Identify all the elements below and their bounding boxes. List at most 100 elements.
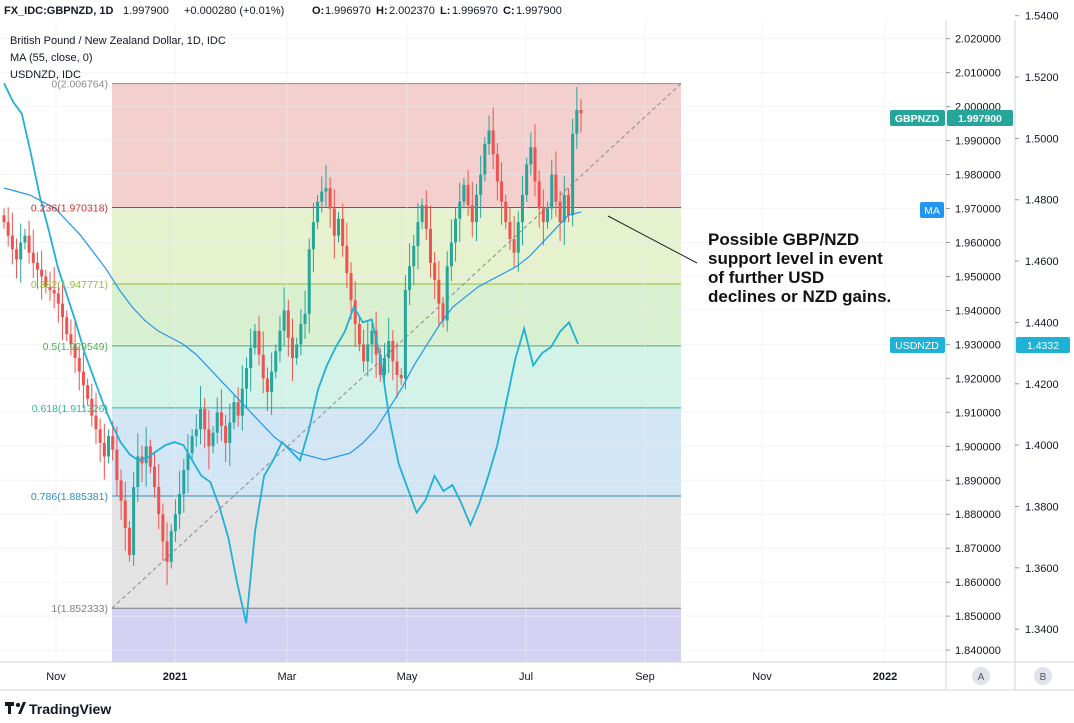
- annotation-text[interactable]: Possible GBP/NZD support level in event …: [708, 230, 891, 306]
- candle-body[interactable]: [487, 130, 491, 144]
- candle-body[interactable]: [123, 500, 127, 528]
- candle-body[interactable]: [416, 222, 420, 246]
- candle-body[interactable]: [345, 245, 349, 274]
- candle-body[interactable]: [558, 201, 562, 223]
- candle-body[interactable]: [466, 184, 470, 206]
- candle-body[interactable]: [56, 293, 60, 304]
- candle-body[interactable]: [190, 436, 194, 454]
- tradingview-logo[interactable]: TradingView: [5, 701, 111, 717]
- candle-body[interactable]: [107, 436, 111, 457]
- candle-body[interactable]: [119, 480, 123, 501]
- candle-body[interactable]: [236, 402, 240, 416]
- candle-body[interactable]: [203, 408, 207, 430]
- legend-overlay[interactable]: USDNZD, IDC: [10, 69, 81, 81]
- candle-body[interactable]: [19, 242, 23, 260]
- candle-body[interactable]: [261, 354, 265, 379]
- fib-trendline[interactable]: [111, 83, 682, 609]
- legend-ma[interactable]: MA (55, close, 0): [10, 52, 93, 64]
- candle-body[interactable]: [6, 222, 10, 236]
- candle-body[interactable]: [182, 470, 186, 494]
- candle-body[interactable]: [458, 201, 462, 219]
- candle-body[interactable]: [270, 371, 274, 392]
- candle-body[interactable]: [186, 453, 190, 471]
- candle-body[interactable]: [328, 188, 332, 209]
- candle-body[interactable]: [399, 374, 403, 379]
- candle-body[interactable]: [295, 344, 299, 358]
- candle-body[interactable]: [320, 191, 324, 202]
- ma-line[interactable]: [3, 187, 582, 461]
- candle-body[interactable]: [474, 194, 478, 223]
- candle-body[interactable]: [86, 385, 90, 399]
- candle-body[interactable]: [52, 290, 56, 294]
- candle-body[interactable]: [40, 269, 44, 277]
- candle-body[interactable]: [550, 174, 554, 209]
- candle-body[interactable]: [291, 337, 294, 358]
- candle-body[interactable]: [357, 324, 361, 345]
- candle-body[interactable]: [332, 208, 336, 236]
- candle-body[interactable]: [512, 239, 516, 253]
- candle-body[interactable]: [240, 388, 244, 416]
- candle-body[interactable]: [278, 330, 282, 352]
- candle-body[interactable]: [454, 218, 458, 243]
- candle-body[interactable]: [428, 228, 432, 263]
- candle-body[interactable]: [207, 429, 211, 447]
- candle-body[interactable]: [286, 310, 290, 338]
- candle-body[interactable]: [533, 147, 537, 182]
- candle-body[interactable]: [412, 245, 416, 267]
- candle-body[interactable]: [516, 222, 520, 253]
- candle-body[interactable]: [249, 347, 253, 369]
- legend-main-series[interactable]: British Pound / New Zealand Dollar, 1D, …: [10, 35, 226, 47]
- candle-body[interactable]: [566, 194, 570, 216]
- candle-body[interactable]: [61, 303, 65, 318]
- candle-body[interactable]: [228, 422, 232, 443]
- candle-body[interactable]: [136, 456, 140, 488]
- candle-body[interactable]: [215, 412, 219, 433]
- log-scale-button-bg[interactable]: [1034, 667, 1052, 685]
- candle-body[interactable]: [470, 205, 474, 223]
- candle-body[interactable]: [102, 442, 106, 457]
- candle-body[interactable]: [2, 215, 6, 223]
- candle-body[interactable]: [449, 242, 453, 267]
- candle-body[interactable]: [571, 133, 575, 216]
- candle-body[interactable]: [391, 341, 395, 362]
- candle-body[interactable]: [579, 110, 583, 114]
- candle-body[interactable]: [495, 154, 499, 182]
- candle-body[interactable]: [165, 541, 169, 562]
- candle-body[interactable]: [299, 324, 303, 345]
- price-axis-gbpnzd[interactable]: 2.0200002.0100002.0000001.9900001.980000…: [946, 34, 1001, 657]
- candle-body[interactable]: [253, 330, 257, 348]
- usdnzd-line[interactable]: [3, 82, 579, 624]
- candle-body[interactable]: [445, 266, 449, 321]
- candle-body[interactable]: [23, 235, 27, 243]
- candle-body[interactable]: [433, 262, 437, 280]
- candle-body[interactable]: [194, 429, 198, 437]
- candle-body[interactable]: [575, 110, 579, 134]
- candle-body[interactable]: [316, 201, 320, 223]
- candle-body[interactable]: [265, 378, 269, 392]
- candle-body[interactable]: [224, 425, 228, 443]
- candle-body[interactable]: [378, 354, 382, 375]
- candle-body[interactable]: [153, 466, 157, 488]
- candle-body[interactable]: [257, 330, 261, 355]
- annotation-pointer[interactable]: [607, 215, 698, 264]
- candle-body[interactable]: [274, 351, 278, 372]
- candle-body[interactable]: [554, 174, 558, 202]
- candle-body[interactable]: [144, 446, 148, 464]
- candle-body[interactable]: [69, 334, 73, 345]
- candle-body[interactable]: [420, 205, 424, 223]
- candle-body[interactable]: [211, 432, 215, 447]
- candle-body[interactable]: [562, 194, 566, 223]
- usdnzd-price-badge[interactable]: USDNZD 1.4332: [890, 337, 1070, 353]
- candlestick-series[interactable]: [2, 86, 583, 585]
- candle-body[interactable]: [395, 361, 399, 375]
- candle-body[interactable]: [115, 449, 119, 481]
- candle-body[interactable]: [65, 317, 69, 335]
- auto-scale-button-bg[interactable]: [972, 667, 990, 685]
- candle-body[interactable]: [508, 222, 512, 240]
- candle-body[interactable]: [232, 402, 236, 423]
- candle-body[interactable]: [546, 208, 550, 223]
- candle-body[interactable]: [161, 514, 165, 542]
- candle-body[interactable]: [341, 218, 345, 246]
- candle-body[interactable]: [504, 201, 508, 223]
- auto-scale-button[interactable]: A: [972, 667, 990, 685]
